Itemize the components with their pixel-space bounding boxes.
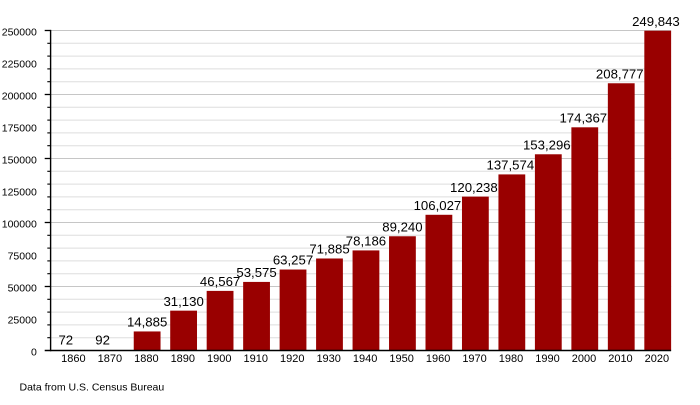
svg-text:174,367: 174,367 [559, 111, 607, 126]
svg-text:200000: 200000 [2, 91, 37, 103]
svg-text:137,574: 137,574 [487, 158, 535, 173]
svg-text:72: 72 [58, 332, 73, 347]
svg-text:14,885: 14,885 [127, 315, 167, 330]
svg-text:225000: 225000 [2, 59, 37, 71]
svg-text:250000: 250000 [2, 27, 37, 39]
svg-text:2020: 2020 [645, 353, 669, 365]
svg-text:71,885: 71,885 [309, 242, 349, 257]
svg-text:150000: 150000 [2, 155, 37, 167]
svg-text:106,027: 106,027 [414, 198, 462, 213]
svg-text:78,186: 78,186 [346, 234, 386, 249]
svg-text:31,130: 31,130 [163, 294, 203, 309]
svg-text:1880: 1880 [134, 353, 158, 365]
svg-text:2000: 2000 [572, 353, 596, 365]
svg-text:63,257: 63,257 [273, 253, 313, 268]
svg-text:1950: 1950 [389, 353, 413, 365]
svg-text:2010: 2010 [608, 353, 632, 365]
svg-text:208,777: 208,777 [596, 66, 644, 81]
svg-text:1940: 1940 [353, 353, 377, 365]
svg-text:1920: 1920 [280, 353, 304, 365]
svg-text:1900: 1900 [207, 353, 231, 365]
svg-text:25000: 25000 [8, 315, 37, 327]
svg-text:1870: 1870 [98, 353, 122, 365]
svg-text:50000: 50000 [8, 283, 37, 295]
svg-text:153,296: 153,296 [523, 137, 571, 152]
svg-text:1860: 1860 [61, 353, 85, 365]
svg-text:120,238: 120,238 [450, 180, 498, 195]
svg-text:53,575: 53,575 [236, 265, 276, 280]
svg-text:249,843: 249,843 [632, 14, 680, 29]
svg-text:1990: 1990 [535, 353, 559, 365]
svg-text:75000: 75000 [8, 251, 37, 263]
svg-text:1960: 1960 [426, 353, 450, 365]
svg-text:1980: 1980 [499, 353, 523, 365]
svg-text:0: 0 [31, 347, 37, 359]
svg-text:1970: 1970 [462, 353, 486, 365]
svg-text:89,240: 89,240 [382, 219, 422, 234]
svg-text:46,567: 46,567 [200, 274, 240, 289]
svg-text:1930: 1930 [316, 353, 340, 365]
svg-text:1910: 1910 [244, 353, 268, 365]
svg-text:100000: 100000 [2, 219, 37, 231]
svg-text:1890: 1890 [171, 353, 195, 365]
svg-text:Data from U.S. Census Bureau: Data from U.S. Census Bureau [20, 382, 165, 394]
svg-text:175000: 175000 [2, 123, 37, 135]
svg-text:125000: 125000 [2, 187, 37, 199]
svg-text:92: 92 [95, 332, 110, 347]
